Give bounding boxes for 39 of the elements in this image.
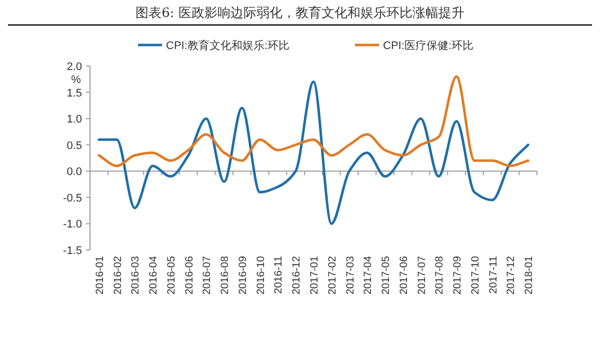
- x-tick-label: 2016-06: [183, 256, 196, 295]
- x-tick-label: 2016-05: [165, 256, 178, 295]
- line-series: [98, 80, 530, 225]
- chart-title: 图表6: 医政影响边际弱化，教育文化和娱乐环比涨幅提升: [136, 5, 464, 21]
- x-tick-label: 2017-04: [362, 256, 374, 295]
- x-tick-label: 2016-04: [148, 256, 160, 295]
- y-tick-label: 2.0: [66, 61, 82, 73]
- legend-label: CPI:医疗保健:环比: [383, 39, 474, 52]
- x-tick-label: 2016-01: [94, 256, 106, 295]
- x-tick-label: 2016-12: [290, 256, 303, 295]
- line-series: [98, 75, 530, 168]
- x-tick-label: 2017-02: [326, 256, 338, 295]
- y-tick-label: -0.5: [63, 192, 82, 204]
- x-tick-label: 2016-02: [112, 256, 124, 295]
- x-tick-label: 2016-08: [219, 256, 232, 295]
- x-tick-label: 2017-09: [452, 256, 464, 295]
- x-tick-label: 2017-12: [505, 256, 518, 295]
- x-tick-label: 2016-10: [254, 256, 267, 295]
- x-tick-label: 2018-01: [523, 256, 536, 295]
- x-tick-label: 2017-10: [469, 256, 482, 295]
- x-tick-label: 2017-07: [416, 256, 428, 295]
- x-tick-label: 2017-01: [308, 256, 320, 295]
- legend-label: CPI:教育文化和娱乐:环比: [166, 39, 290, 52]
- x-tick-label: 2016-07: [201, 256, 214, 295]
- y-tick-label: 1.5: [66, 87, 82, 100]
- y-tick-label: -1.0: [63, 218, 82, 231]
- y-axis-title: %: [71, 74, 82, 86]
- x-tick-label: 2016-03: [130, 256, 142, 295]
- x-tick-label: 2016-09: [236, 256, 249, 295]
- x-tick-label: 2017-11: [487, 256, 500, 294]
- x-tick-label: 2017-08: [434, 256, 446, 295]
- x-tick-label: 2016-11: [272, 256, 285, 294]
- y-tick-label: 0.5: [66, 140, 82, 152]
- x-tick-label: 2017-06: [398, 256, 410, 295]
- x-tick-label: 2017-05: [380, 256, 392, 295]
- y-tick-label: 1.0: [66, 114, 82, 126]
- y-tick-label: -1.5: [63, 245, 82, 257]
- x-tick-label: 2017-03: [344, 256, 356, 295]
- y-tick-label: 0.0: [66, 166, 82, 178]
